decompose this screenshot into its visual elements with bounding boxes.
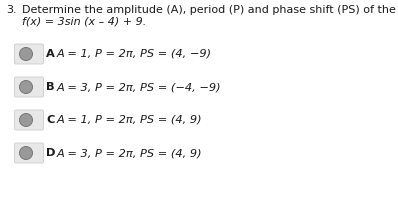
Text: A = 1, P = 2π, PS = (4, −9): A = 1, P = 2π, PS = (4, −9) — [57, 49, 212, 59]
Circle shape — [20, 47, 33, 61]
Text: D: D — [46, 148, 55, 158]
Text: Determine the amplitude (A), period (P) and phase shift (PS) of the function: Determine the amplitude (A), period (P) … — [22, 5, 398, 15]
FancyBboxPatch shape — [14, 77, 43, 97]
Text: A = 3, P = 2π, PS = (4, 9): A = 3, P = 2π, PS = (4, 9) — [57, 148, 203, 158]
Text: A = 1, P = 2π, PS = (4, 9): A = 1, P = 2π, PS = (4, 9) — [57, 115, 203, 125]
Circle shape — [20, 146, 33, 160]
Text: C: C — [46, 115, 55, 125]
Circle shape — [20, 81, 33, 94]
Text: A = 3, P = 2π, PS = (−4, −9): A = 3, P = 2π, PS = (−4, −9) — [57, 82, 222, 92]
Circle shape — [20, 114, 33, 126]
FancyBboxPatch shape — [14, 143, 43, 163]
FancyBboxPatch shape — [14, 44, 43, 64]
Text: A: A — [46, 49, 55, 59]
FancyBboxPatch shape — [14, 110, 43, 130]
Text: f(x) = 3sin (x – 4) + 9.: f(x) = 3sin (x – 4) + 9. — [22, 17, 146, 27]
Text: 3.: 3. — [6, 5, 17, 15]
Text: B: B — [46, 82, 55, 92]
